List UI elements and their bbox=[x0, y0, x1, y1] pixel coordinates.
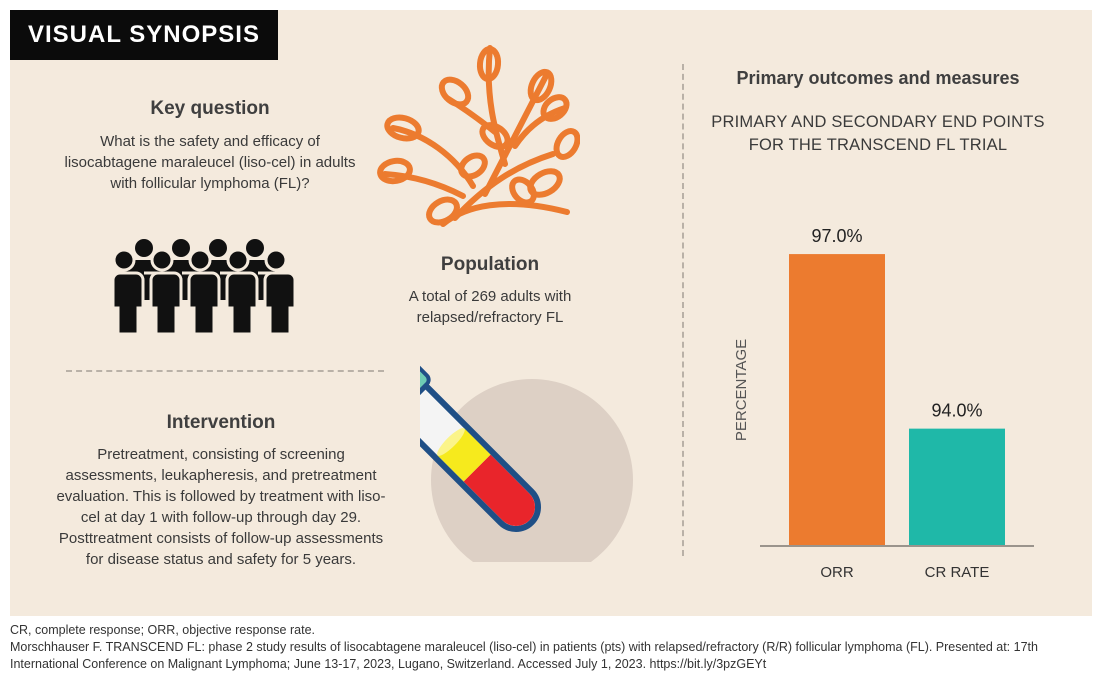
bar-orr bbox=[789, 254, 885, 545]
vertical-divider bbox=[682, 64, 684, 556]
population-heading: Population bbox=[440, 254, 540, 275]
y-axis-label: PERCENTAGE bbox=[733, 339, 750, 441]
key-question-text: What is the safety and efficacy of lisoc… bbox=[64, 133, 356, 192]
people-group-icon bbox=[106, 239, 294, 336]
chart-subtitle: PRIMARY AND SECONDARY END POINTS FOR THE… bbox=[700, 111, 1056, 157]
population-text: A total of 269 adults with relapsed/refr… bbox=[408, 288, 572, 326]
category-label-cr-rate: CR RATE bbox=[925, 564, 990, 581]
endpoints-bar-chart: PERCENTAGE 97.0% ORR 94.0% CR RATE bbox=[733, 226, 1034, 581]
data-label-orr: 97.0% bbox=[811, 226, 862, 246]
bar-cr-rate bbox=[909, 428, 1005, 545]
chart-subtitle-line2: FOR THE TRANSCEND FL TRIAL bbox=[748, 136, 1008, 154]
data-label-cr-rate: 94.0% bbox=[931, 401, 982, 421]
reference-footnote: Morschhauser F. TRANSCEND FL: phase 2 st… bbox=[10, 640, 1038, 671]
key-question-heading: Key question bbox=[150, 98, 270, 119]
horizontal-divider bbox=[66, 370, 384, 372]
blood-test-tube-icon bbox=[420, 352, 633, 562]
branched-cells-icon bbox=[377, 45, 580, 227]
intervention-heading: Intervention bbox=[166, 412, 276, 433]
abbreviation-footnote: CR, complete response; ORR, objective re… bbox=[10, 623, 315, 637]
visual-synopsis-tag: VISUAL SYNOPSIS bbox=[10, 10, 278, 60]
category-label-orr: ORR bbox=[820, 564, 854, 581]
intervention-text: Pretreatment, consisting of screening as… bbox=[56, 446, 386, 568]
outcomes-heading: Primary outcomes and measures bbox=[736, 68, 1020, 88]
chart-subtitle-line1: PRIMARY AND SECONDARY END POINTS bbox=[711, 113, 1045, 131]
